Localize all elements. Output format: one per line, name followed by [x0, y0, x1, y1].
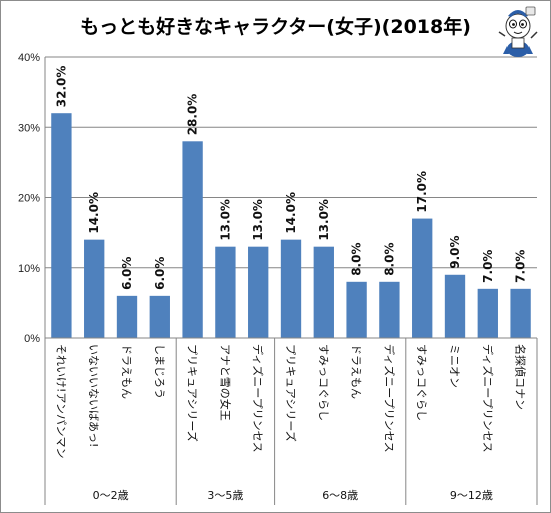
bar	[379, 281, 400, 338]
mascot-character-icon	[498, 6, 538, 57]
x-tick-label: ディズニープリンセス	[481, 344, 495, 453]
x-tick-label: プリキュアシリーズ	[284, 344, 298, 442]
bar	[182, 141, 203, 338]
data-label: 6.0%	[120, 257, 134, 290]
data-label: 6.0%	[153, 257, 167, 290]
bar	[248, 246, 269, 338]
x-tick-label: しまじろう	[153, 344, 166, 399]
y-tick-label: 0%	[24, 333, 40, 345]
x-tick-label: ドラえもん	[350, 344, 363, 399]
gridlines	[45, 56, 537, 269]
data-label: 7.0%	[481, 250, 495, 283]
y-tick-label: 30%	[18, 122, 40, 134]
data-label: 8.0%	[350, 243, 364, 276]
bar	[116, 295, 138, 338]
chart-title: もっとも好きなキャラクター(女子)(2018年)	[80, 16, 471, 38]
bar	[510, 288, 531, 338]
x-tick-label: ディズニープリンセス	[251, 344, 265, 453]
bar	[84, 239, 105, 338]
bar	[444, 274, 466, 338]
group-label: 6〜8歳	[322, 489, 358, 502]
data-label: 9.0%	[448, 235, 462, 268]
bar	[346, 281, 367, 338]
data-label: 14.0%	[87, 192, 101, 234]
data-label: 32.0%	[54, 66, 68, 108]
data-label: 8.0%	[382, 243, 396, 276]
bar	[51, 113, 72, 338]
bar	[149, 295, 170, 338]
x-tick-label: それいけ!アンパンマン	[54, 344, 67, 459]
bar	[313, 246, 334, 338]
group-label: 0〜2歳	[93, 489, 129, 502]
data-label: 13.0%	[251, 199, 265, 241]
axes	[44, 57, 538, 505]
x-tick-label: プリキュアシリーズ	[186, 344, 200, 442]
x-tick-label: すみっコぐらし	[317, 344, 330, 421]
bar	[477, 288, 498, 338]
x-tick-label: ディズニープリンセス	[382, 344, 396, 453]
y-tick-label: 40%	[18, 52, 40, 64]
x-tick-label: ドラえもん	[120, 344, 133, 399]
x-tick-label: 名探偵コナン	[514, 344, 528, 410]
x-tick-label: アナと雪の女王	[218, 344, 232, 421]
bars	[51, 113, 531, 338]
data-label: 7.0%	[514, 250, 528, 283]
data-label: 13.0%	[317, 199, 331, 241]
bar	[412, 218, 433, 338]
x-tick-label: ミニオン	[448, 344, 461, 388]
y-tick-label: 10%	[18, 263, 40, 275]
data-label: 17.0%	[415, 171, 429, 213]
x-tick-label: いないいないばあっ!	[87, 344, 100, 447]
data-label: 14.0%	[284, 192, 298, 234]
group-label: 9〜12歳	[450, 489, 493, 502]
data-label: 13.0%	[218, 199, 232, 241]
labels: 0% 10% 20% 30% 40% 32.0% それいけ!アンパンマン 14.0% いないいな…	[18, 52, 528, 502]
group-label: 3〜5歳	[207, 489, 243, 502]
bar	[280, 239, 302, 338]
bar	[215, 246, 236, 338]
data-label: 28.0%	[186, 94, 200, 136]
x-tick-label: すみっコぐらし	[415, 344, 428, 421]
y-tick-label: 20%	[18, 193, 40, 205]
